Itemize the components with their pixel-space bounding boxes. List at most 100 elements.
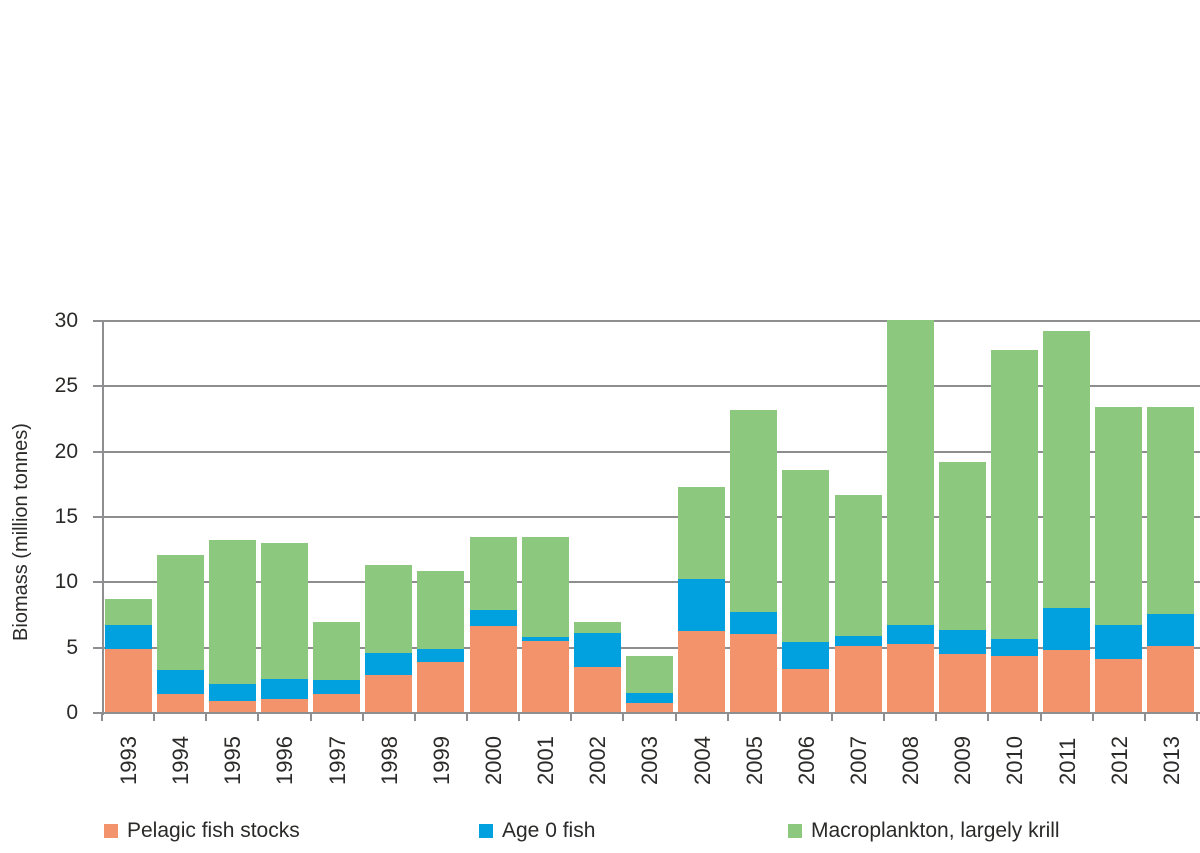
x-tick-label-2008: 2008 [898,736,924,785]
stacked-bar-2002 [573,621,621,713]
segment-age-0-fish-1995 [208,684,256,702]
x-tick-label-1998: 1998 [376,736,402,785]
stacked-bar-2013 [1147,407,1195,713]
legend-item-macroplankton: Macroplankton, largely krill [788,819,1060,842]
segment-age-0-fish-1997 [313,679,361,695]
stacked-bar-2009 [938,462,986,713]
stacked-bar-2011 [1043,330,1091,713]
segment-pelagic-fish-stocks-2000 [469,626,517,713]
bar-2010 [988,321,1040,713]
segment-age-0-fish-2013 [1147,613,1195,647]
segment-pelagic-fish-stocks-2004 [678,630,726,713]
segment-age-0-fish-1998 [365,652,413,676]
x-axis-line [93,712,1200,714]
segment-age-0-fish-2010 [990,638,1038,656]
x-axis-tick [830,714,833,721]
x-axis-tick [101,714,103,721]
y-tick-label-5: 5 [66,635,78,659]
stacked-bar-1998 [365,565,413,713]
segment-macroplankton-largely-krill-2013 [1147,407,1195,614]
segment-macroplankton-largely-krill-2004 [678,486,726,580]
stacked-bar-2003 [625,655,673,713]
legend-item-pelagic-fish-stocks: Pelagic fish stocks [104,819,300,842]
segment-macroplankton-largely-krill-2005 [730,409,778,612]
segment-pelagic-fish-stocks-2009 [938,654,986,713]
stacked-bar-2008 [886,319,934,713]
x-axis-tick [465,714,468,721]
segment-pelagic-fish-stocks-2011 [1043,649,1091,713]
segment-age-0-fish-2012 [1095,624,1143,660]
x-tick-label-1994: 1994 [168,736,194,785]
orange-square-swatch-icon [104,824,118,838]
segment-age-0-fish-2000 [469,609,517,627]
stacked-bar-1996 [260,542,308,713]
x-tick-label-1995: 1995 [220,736,246,785]
bar-2012 [1093,321,1145,713]
stacked-bar-1993 [104,599,152,713]
x-tick-label-2006: 2006 [793,736,819,785]
segment-macroplankton-largely-krill-2012 [1095,407,1143,625]
segment-pelagic-fish-stocks-2010 [990,655,1038,713]
blue-square-swatch-icon [479,824,493,838]
bar-1994 [154,321,206,713]
x-axis-tick [153,714,156,721]
segment-pelagic-fish-stocks-2007 [834,646,882,713]
segment-age-0-fish-2005 [730,611,778,634]
bar-2008 [884,319,936,713]
segment-pelagic-fish-stocks-2002 [573,667,621,713]
segment-pelagic-fish-stocks-1998 [365,675,413,713]
y-tick-label-20: 20 [54,439,78,463]
bar-1999 [415,321,467,713]
x-axis-tick [778,714,781,721]
bar-2002 [571,321,623,713]
x-axis-tick [1091,714,1094,721]
stacked-bar-2005 [730,409,778,713]
segment-macroplankton-largely-krill-2003 [625,655,673,693]
x-axis-tick [674,714,677,721]
x-axis-tick [570,714,573,721]
bar-1998 [363,321,415,713]
gridline-25 [93,385,1200,388]
x-tick-label-1999: 1999 [428,736,454,785]
x-axis-tick [257,714,260,721]
gridline-30 [93,320,1200,322]
segment-age-0-fish-1994 [156,669,204,695]
x-axis-tick [883,714,886,721]
y-tick-label-0: 0 [66,701,78,724]
segment-age-0-fish-1999 [417,648,465,663]
segment-age-0-fish-2004 [678,579,726,631]
stacked-bar-2006 [782,469,830,713]
segment-pelagic-fish-stocks-2012 [1095,659,1143,713]
y-tick-label-25: 25 [54,374,78,398]
segment-macroplankton-largely-krill-2010 [990,349,1038,639]
x-tick-label-2009: 2009 [950,736,976,785]
bar-2000 [467,321,519,713]
x-tick-label-2000: 2000 [481,736,507,785]
x-axis-tick [1143,714,1146,721]
segment-pelagic-fish-stocks-2003 [625,703,673,713]
bar-1993 [102,321,154,713]
segment-macroplankton-largely-krill-2000 [469,536,517,610]
x-axis-tick [987,714,990,721]
segment-macroplankton-largely-krill-2006 [782,469,830,642]
stacked-bar-1999 [417,570,465,713]
stacked-bar-2010 [990,349,1038,713]
x-axis-tick [361,714,364,721]
stacked-bar-2007 [834,495,882,713]
segment-age-0-fish-2009 [938,630,986,655]
segment-age-0-fish-1996 [260,679,308,699]
x-axis-tick [1195,714,1198,721]
segment-macroplankton-largely-krill-1994 [156,554,204,670]
x-tick-label-1996: 1996 [272,736,298,785]
x-tick-label-2012: 2012 [1106,736,1132,785]
segment-pelagic-fish-stocks-2008 [886,643,934,713]
segment-age-0-fish-2011 [1043,607,1091,650]
segment-macroplankton-largely-krill-2008 [886,319,934,625]
bar-2006 [780,321,832,713]
segment-pelagic-fish-stocks-2006 [782,668,830,713]
bar-2001 [519,321,571,713]
x-tick-label-2007: 2007 [846,736,872,785]
segment-macroplankton-largely-krill-1997 [313,622,361,680]
x-axis-tick [518,714,521,721]
